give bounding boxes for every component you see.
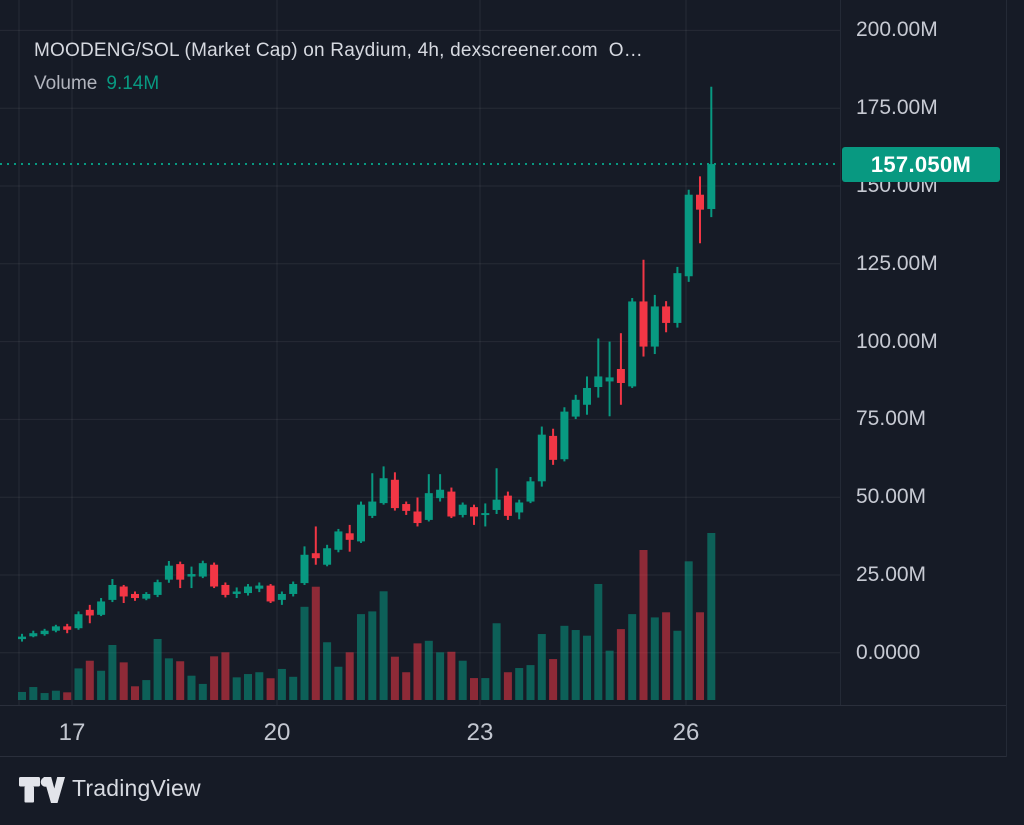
right-gutter — [1006, 0, 1024, 757]
chart-pane[interactable]: MOODENG/SOL (Market Cap) on Raydium, 4h,… — [0, 0, 840, 705]
time-tick-label: 26 — [672, 719, 700, 746]
volume-label: Volume — [34, 73, 98, 94]
candlestick-chart[interactable] — [0, 0, 840, 705]
volume-legend[interactable]: Volume 9.14M — [34, 73, 643, 95]
price-tick-label: 0.0000 — [856, 640, 921, 664]
time-tick-label: 20 — [263, 719, 291, 746]
footer-bar: TradingView — [0, 757, 1024, 825]
time-scale-axis[interactable]: 17 20 23 26 — [0, 705, 1006, 757]
chart-legend: MOODENG/SOL (Market Cap) on Raydium, 4h,… — [34, 40, 643, 95]
price-tick-label: 175.00M — [856, 96, 938, 120]
price-tick-label: 200.00M — [856, 18, 938, 42]
price-tick-label: 75.00M — [856, 407, 927, 431]
time-tick-label: 17 — [58, 719, 86, 746]
price-tick-label: 50.00M — [856, 485, 927, 509]
volume-value: 9.14M — [106, 73, 160, 94]
tradingview-brand-text[interactable]: TradingView — [72, 775, 201, 801]
last-price-badge: 157.050M — [842, 146, 1000, 182]
chart-title[interactable]: MOODENG/SOL (Market Cap) on Raydium, 4h,… — [34, 40, 643, 61]
time-tick-label: 23 — [466, 719, 494, 746]
price-tick-label: 100.00M — [856, 329, 938, 353]
price-tick-label: 125.00M — [856, 251, 938, 275]
tradingview-logo-icon[interactable] — [19, 772, 65, 808]
price-scale-axis[interactable]: 200.00M 175.00M 150.00M 125.00M 100.00M 75.00… — [840, 0, 1006, 705]
price-tick-label: 25.00M — [856, 563, 927, 586]
